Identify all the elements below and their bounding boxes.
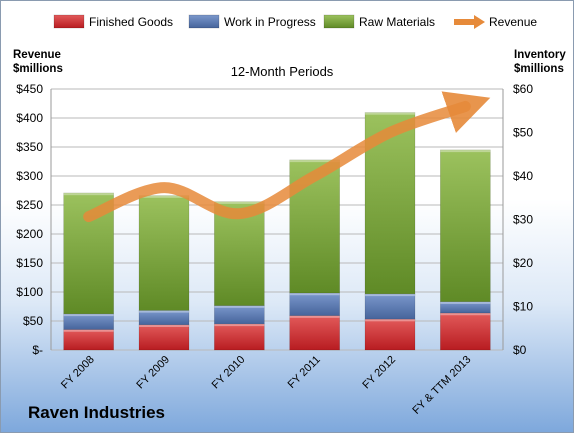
- bar-highlight: [440, 149, 491, 153]
- x-tick-label: FY 2012: [360, 354, 398, 392]
- right-axis-label: Inventory $millions: [514, 49, 566, 75]
- x-tick-label: FY 2011: [286, 354, 323, 391]
- bar-highlight: [365, 293, 415, 297]
- left-tick-label: $150: [16, 256, 43, 270]
- bar-highlight: [289, 159, 340, 163]
- bar-highlight: [63, 313, 114, 317]
- bar-highlight: [63, 329, 114, 332]
- bar-finished-goods: [214, 323, 265, 351]
- bar-finished-goods: [138, 324, 190, 351]
- legend-swatch-raw-materials: [323, 14, 355, 29]
- legend-label-revenue: Revenue: [489, 15, 537, 29]
- left-axis-label-line2: $millions: [13, 63, 63, 75]
- bar-highlight: [214, 201, 265, 204]
- bar-highlight: [289, 293, 340, 296]
- bar-highlight: [214, 323, 265, 327]
- legend-label-work-in-progress: Work in Progress: [224, 15, 316, 29]
- legend-arrow-icon: [474, 15, 485, 29]
- bar-finished-goods: [289, 315, 340, 351]
- x-tick-label: FY 2008: [59, 354, 97, 392]
- bar-finished-goods: [63, 329, 114, 351]
- left-axis-label-line1: Revenue: [13, 49, 61, 61]
- right-tick-label: $10: [513, 300, 533, 314]
- chart-title: 12-Month Periods: [231, 64, 334, 79]
- bar-highlight: [365, 112, 415, 115]
- left-tick-label: $400: [16, 111, 43, 125]
- left-tick-label: $350: [16, 140, 43, 154]
- bar-work-in-progress: [289, 292, 340, 316]
- bar-highlight: [63, 192, 114, 196]
- left-tick-label: $250: [16, 198, 43, 212]
- left-tick-label: $300: [16, 169, 43, 183]
- x-tick-label: FY 2010: [210, 354, 248, 392]
- bar-work-in-progress: [364, 293, 416, 320]
- legend-item-work-in-progress: Work in Progress: [188, 14, 316, 29]
- x-tick-label: FY 2009: [134, 354, 172, 392]
- bar-highlight: [440, 313, 491, 316]
- legend-item-revenue: Revenue: [454, 15, 537, 29]
- bar-finished-goods: [364, 318, 416, 351]
- left-tick-label: $50: [23, 314, 43, 328]
- right-y-axis-ticks: $0 $10 $20 $30 $40 $50 $60: [513, 82, 533, 357]
- right-tick-label: $0: [513, 343, 527, 357]
- legend-item-raw-materials: Raw Materials: [323, 14, 435, 29]
- left-tick-label: $200: [16, 227, 43, 241]
- bar-highlight: [214, 305, 265, 308]
- right-tick-label: $50: [513, 126, 533, 140]
- right-tick-label: $20: [513, 256, 533, 270]
- legend-label-finished-goods: Finished Goods: [89, 15, 173, 29]
- right-tick-label: $60: [513, 82, 533, 96]
- legend: Finished Goods Work in Progress Raw Materi…: [53, 14, 537, 29]
- bar-work-in-progress: [138, 310, 190, 326]
- bar-highlight: [440, 301, 491, 304]
- company-name: Raven Industries: [28, 403, 165, 422]
- legend-swatch-finished-goods: [53, 14, 85, 29]
- right-axis-label-line2: $millions: [514, 63, 564, 75]
- gridlines: [50, 88, 504, 351]
- revenue-line-path: [83, 91, 491, 223]
- left-axis-label: Revenue $millions: [13, 49, 63, 75]
- bar-raw-materials: [440, 149, 491, 303]
- revenue-line: [83, 91, 491, 223]
- legend-swatch-work-in-progress: [188, 14, 220, 29]
- right-axis-label-line1: Inventory: [514, 49, 566, 61]
- bar-highlight: [139, 324, 189, 327]
- right-tick-label: $30: [513, 213, 533, 227]
- bars: [63, 112, 491, 351]
- bar-highlight: [139, 195, 189, 198]
- bar-work-in-progress: [63, 313, 114, 330]
- bar-highlight: [365, 319, 415, 322]
- left-y-axis-ticks: $- $50 $100 $150 $200 $250 $300 $350 $400 $450: [16, 82, 43, 357]
- legend-label-raw-materials: Raw Materials: [359, 15, 435, 29]
- bar-highlight: [289, 315, 340, 318]
- left-tick-label: $100: [16, 285, 43, 299]
- x-tick-label: FY & TTM 2013: [410, 354, 473, 417]
- bar-raw-materials: [138, 195, 190, 311]
- right-tick-label: $40: [513, 169, 533, 183]
- bar-highlight: [139, 310, 189, 313]
- bar-work-in-progress: [214, 305, 265, 325]
- bar-finished-goods: [440, 312, 491, 351]
- left-tick-label: $-: [32, 343, 43, 357]
- legend-item-finished-goods: Finished Goods: [53, 14, 173, 29]
- left-tick-label: $450: [16, 82, 43, 96]
